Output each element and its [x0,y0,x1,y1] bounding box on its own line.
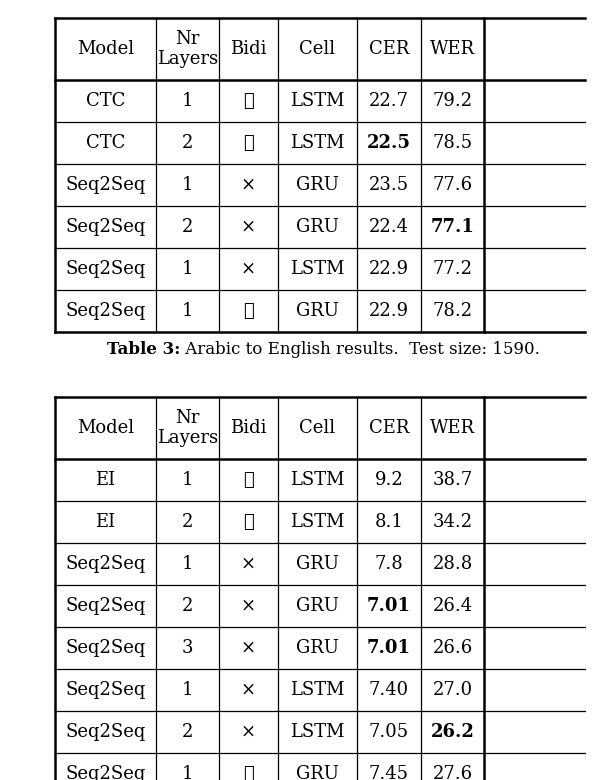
Text: 27.6: 27.6 [432,765,473,780]
Text: Arabic to English results.  Test size: 1590.: Arabic to English results. Test size: 15… [180,341,540,358]
Text: Table 3:: Table 3: [107,341,180,358]
Text: ×: × [241,176,256,194]
Text: WER: WER [430,419,475,437]
Text: 79.2: 79.2 [432,92,473,110]
Text: 2: 2 [182,134,193,152]
Text: LSTM: LSTM [290,681,345,699]
Text: Bidi: Bidi [230,419,267,437]
Text: ✓: ✓ [243,471,254,489]
Text: EI: EI [95,513,115,531]
Text: 22.5: 22.5 [367,134,411,152]
Text: 7.01: 7.01 [367,639,411,657]
Text: 22.9: 22.9 [369,302,409,320]
Text: 1: 1 [182,471,193,489]
Text: 1: 1 [182,176,193,194]
Text: LSTM: LSTM [290,723,345,741]
Text: ×: × [241,681,256,699]
Text: ✓: ✓ [243,302,254,320]
Text: 27.0: 27.0 [432,681,473,699]
Text: Seq2Seq: Seq2Seq [65,723,146,741]
Text: 7.40: 7.40 [369,681,409,699]
Text: 77.1: 77.1 [431,218,475,236]
Text: 1: 1 [182,555,193,573]
Text: EI: EI [95,471,115,489]
Text: WER: WER [430,40,475,58]
Text: 22.7: 22.7 [369,92,409,110]
Text: Nr
Layers: Nr Layers [157,30,218,69]
Text: 22.9: 22.9 [369,260,409,278]
Text: Seq2Seq: Seq2Seq [65,555,146,573]
Text: Cell: Cell [300,40,336,58]
Text: GRU: GRU [296,765,339,780]
Text: 26.4: 26.4 [432,597,473,615]
Text: GRU: GRU [296,176,339,194]
Text: ✓: ✓ [243,513,254,531]
Text: ×: × [241,218,256,236]
Text: ✓: ✓ [243,92,254,110]
Text: 77.2: 77.2 [432,260,473,278]
Text: Seq2Seq: Seq2Seq [65,260,146,278]
Text: 28.8: 28.8 [432,555,473,573]
Text: Seq2Seq: Seq2Seq [65,765,146,780]
Text: Model: Model [77,419,134,437]
Text: 26.6: 26.6 [432,639,473,657]
Text: Seq2Seq: Seq2Seq [65,639,146,657]
Text: 1: 1 [182,302,193,320]
Text: Seq2Seq: Seq2Seq [65,302,146,320]
Text: 34.2: 34.2 [432,513,473,531]
Text: GRU: GRU [296,218,339,236]
Text: 22.4: 22.4 [369,218,409,236]
Text: 3: 3 [182,639,193,657]
Text: 77.6: 77.6 [432,176,473,194]
Text: LSTM: LSTM [290,471,345,489]
Text: 78.5: 78.5 [432,134,473,152]
Text: Nr
Layers: Nr Layers [157,409,218,448]
Text: Seq2Seq: Seq2Seq [65,218,146,236]
Text: Model: Model [77,40,134,58]
Text: LSTM: LSTM [290,513,345,531]
Text: 2: 2 [182,218,193,236]
Text: 26.2: 26.2 [431,723,475,741]
Text: ×: × [241,597,256,615]
Text: ×: × [241,639,256,657]
Text: 9.2: 9.2 [375,471,403,489]
Text: 8.1: 8.1 [375,513,403,531]
Text: Cell: Cell [300,419,336,437]
Text: LSTM: LSTM [290,92,345,110]
Text: 7.05: 7.05 [369,723,409,741]
Text: ✓: ✓ [243,134,254,152]
Text: GRU: GRU [296,302,339,320]
Text: 2: 2 [182,597,193,615]
Text: CER: CER [368,40,409,58]
Text: Seq2Seq: Seq2Seq [65,681,146,699]
Text: 78.2: 78.2 [432,302,473,320]
Text: CER: CER [368,419,409,437]
Text: 7.8: 7.8 [375,555,403,573]
Text: LSTM: LSTM [290,260,345,278]
Text: 1: 1 [182,260,193,278]
Text: ✓: ✓ [243,765,254,780]
Text: ×: × [241,723,256,741]
Text: 7.45: 7.45 [369,765,409,780]
Text: CTC: CTC [85,134,125,152]
Text: GRU: GRU [296,597,339,615]
Text: GRU: GRU [296,639,339,657]
Text: 1: 1 [182,765,193,780]
Text: LSTM: LSTM [290,134,345,152]
Text: 38.7: 38.7 [432,471,473,489]
Text: GRU: GRU [296,555,339,573]
Text: 1: 1 [182,681,193,699]
Text: 2: 2 [182,723,193,741]
Text: 2: 2 [182,513,193,531]
Text: ×: × [241,260,256,278]
Text: 7.01: 7.01 [367,597,411,615]
Text: Bidi: Bidi [230,40,267,58]
Text: Seq2Seq: Seq2Seq [65,176,146,194]
Text: Seq2Seq: Seq2Seq [65,597,146,615]
Text: 23.5: 23.5 [369,176,409,194]
Text: 1: 1 [182,92,193,110]
Text: ×: × [241,555,256,573]
Text: CTC: CTC [85,92,125,110]
